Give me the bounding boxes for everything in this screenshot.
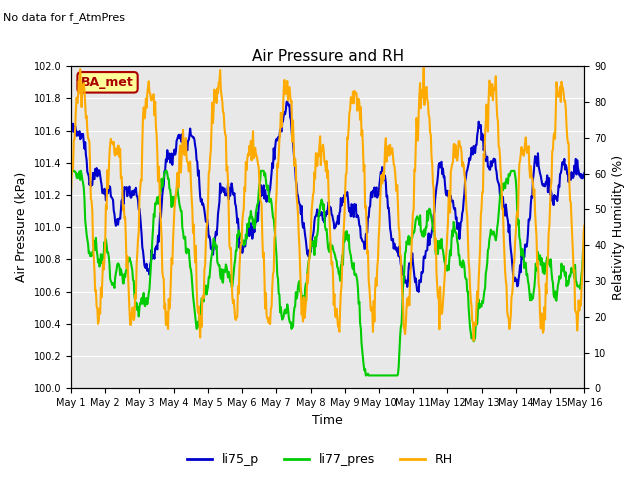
X-axis label: Time: Time — [312, 414, 343, 427]
Title: Air Pressure and RH: Air Pressure and RH — [252, 48, 404, 63]
Text: No data for f_AtmPres: No data for f_AtmPres — [3, 12, 125, 23]
Legend: li75_p, li77_pres, RH: li75_p, li77_pres, RH — [182, 448, 458, 471]
Y-axis label: Relativity Humidity (%): Relativity Humidity (%) — [612, 155, 625, 300]
Text: BA_met: BA_met — [81, 76, 134, 89]
Y-axis label: Air Pressure (kPa): Air Pressure (kPa) — [15, 172, 28, 282]
